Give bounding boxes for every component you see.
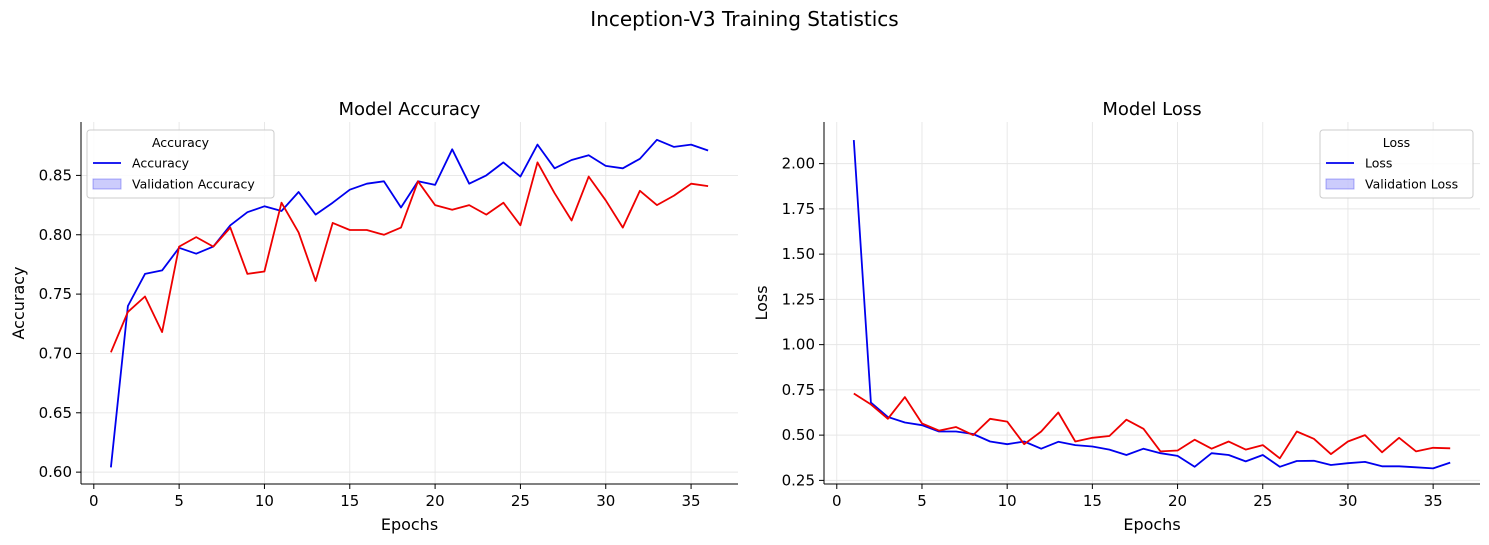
loss-x-tick-label: 0 <box>832 492 842 510</box>
loss-y-tick-label: 0.50 <box>782 426 815 444</box>
accuracy-legend-title: Accuracy <box>152 135 210 150</box>
loss-series-validation-line <box>853 392 1451 460</box>
loss-x-tick-label: 25 <box>1253 492 1272 510</box>
accuracy-x-tick-label: 25 <box>511 492 530 510</box>
accuracy-y-axis-label: Accuracy <box>9 266 28 339</box>
accuracy-legend: Accuracy Accuracy Validation Accuracy <box>86 129 275 199</box>
loss-chart: Model Loss 0 5 10 15 20 25 30 35 0.25 0.50 0.75 1.0… <box>752 99 1480 534</box>
loss-series <box>852 140 1451 470</box>
figure-title: Inception-V3 Training Statistics <box>590 7 898 31</box>
accuracy-y-tick-label: 0.65 <box>39 404 72 422</box>
accuracy-series-validation-line <box>110 161 709 353</box>
loss-x-tick-label: 10 <box>998 492 1017 510</box>
loss-y-axis-label: Loss <box>752 285 771 320</box>
loss-y-tick-label: 1.50 <box>782 245 815 263</box>
accuracy-x-tick-label: 15 <box>340 492 359 510</box>
accuracy-y-tick-label: 0.85 <box>39 166 72 184</box>
loss-legend-frame <box>1319 129 1474 199</box>
loss-ticks: 0 5 10 15 20 25 30 35 0.25 0.50 0.75 1.00 1.25 1.50 1.… <box>782 155 1443 510</box>
loss-y-tick-label: 0.25 <box>782 471 815 489</box>
accuracy-x-tick-label: 20 <box>426 492 445 510</box>
loss-legend-title: Loss <box>1383 135 1410 150</box>
loss-x-tick-label: 15 <box>1083 492 1102 510</box>
loss-y-tick-label: 2.00 <box>782 155 815 173</box>
accuracy-y-tick-label: 0.75 <box>39 285 72 303</box>
accuracy-legend-frame <box>86 129 275 199</box>
loss-legend-entry-label: Validation Loss <box>1365 177 1458 192</box>
accuracy-legend-entry-label: Validation Accuracy <box>132 177 255 192</box>
loss-x-tick-label: 20 <box>1168 492 1187 510</box>
loss-x-tick-label: 30 <box>1338 492 1357 510</box>
accuracy-x-tick-label: 0 <box>89 492 99 510</box>
accuracy-axes <box>80 122 738 485</box>
accuracy-legend-entry-label: Accuracy <box>132 156 190 171</box>
accuracy-y-tick-label: 0.60 <box>39 463 72 481</box>
loss-x-tick-label: 35 <box>1424 492 1443 510</box>
accuracy-grid <box>81 122 738 484</box>
accuracy-x-tick-label: 5 <box>174 492 184 510</box>
accuracy-ticks: 0 5 10 15 20 25 30 35 0.60 0.65 0.70 0.75 0.80 0.85 <box>39 166 701 510</box>
loss-chart-title: Model Loss <box>1102 99 1201 120</box>
loss-x-tick-label: 5 <box>917 492 927 510</box>
accuracy-series <box>110 138 709 468</box>
accuracy-x-tick-label: 35 <box>682 492 701 510</box>
accuracy-chart: Model Accuracy 0 5 10 15 20 25 30 35 0.60 0.65 0.7… <box>9 99 738 534</box>
loss-y-tick-label: 1.25 <box>782 290 815 308</box>
accuracy-y-tick-label: 0.80 <box>39 226 72 244</box>
accuracy-y-tick-label: 0.70 <box>39 344 72 362</box>
loss-legend-patch-swatch <box>1325 178 1355 190</box>
accuracy-x-axis-label: Epochs <box>381 515 438 534</box>
accuracy-chart-title: Model Accuracy <box>339 99 481 120</box>
accuracy-legend-patch-swatch <box>92 178 122 190</box>
loss-legend-entry-label: Loss <box>1365 156 1392 171</box>
loss-axes <box>823 122 1480 485</box>
loss-legend: Loss Loss Validation Loss <box>1319 129 1474 199</box>
accuracy-x-tick-label: 30 <box>596 492 615 510</box>
accuracy-x-tick-label: 10 <box>255 492 274 510</box>
loss-x-axis-label: Epochs <box>1123 515 1180 534</box>
loss-y-tick-label: 1.00 <box>782 336 815 354</box>
accuracy-series-train-line <box>110 138 709 468</box>
loss-series-train-line <box>852 140 1451 470</box>
loss-y-tick-label: 0.75 <box>782 381 815 399</box>
loss-y-tick-label: 1.75 <box>782 200 815 218</box>
